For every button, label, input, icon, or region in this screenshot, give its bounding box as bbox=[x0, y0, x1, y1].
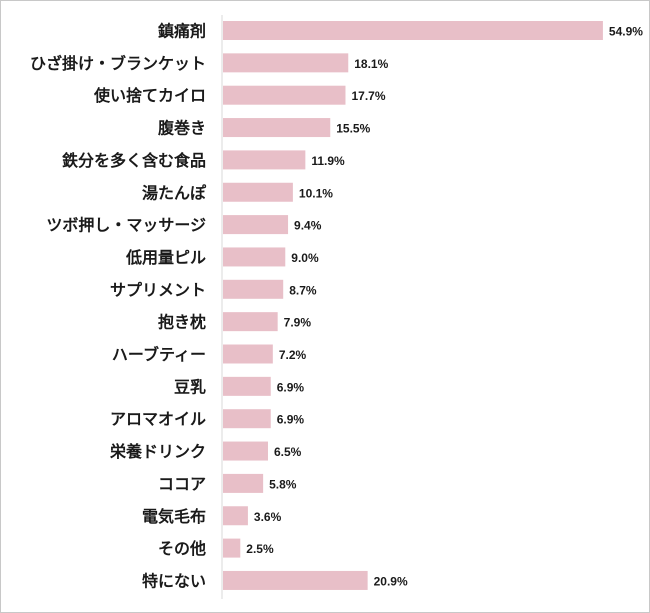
bar-12 bbox=[223, 409, 271, 429]
bar-6 bbox=[223, 215, 289, 235]
category-label-0: 鎮痛剤 bbox=[158, 22, 206, 41]
category-label-12: アロマオイル bbox=[110, 410, 206, 429]
value-label-7: 9.0% bbox=[291, 251, 319, 265]
category-label-8: サプリメント bbox=[110, 280, 206, 299]
value-label-8: 8.7% bbox=[289, 283, 317, 297]
bar-11 bbox=[223, 376, 271, 396]
bar-7 bbox=[223, 247, 286, 267]
category-label-4: 鉄分を多く含む食品 bbox=[62, 151, 206, 170]
bar-17 bbox=[223, 570, 368, 590]
category-label-10: ハーブティー bbox=[112, 345, 206, 364]
bars-layer bbox=[223, 21, 603, 590]
category-label-13: 栄養ドリンク bbox=[109, 442, 206, 461]
bar-10 bbox=[223, 344, 273, 364]
bar-4 bbox=[223, 150, 306, 170]
value-label-9: 7.9% bbox=[284, 316, 312, 330]
value-label-1: 18.1% bbox=[354, 57, 388, 71]
value-label-5: 10.1% bbox=[299, 186, 333, 200]
category-label-7: 低用量ピル bbox=[125, 248, 206, 267]
value-label-6: 9.4% bbox=[294, 219, 322, 233]
value-label-15: 3.6% bbox=[254, 510, 282, 524]
bar-8 bbox=[223, 279, 284, 299]
value-label-2: 17.7% bbox=[351, 89, 385, 103]
category-label-15: 電気毛布 bbox=[142, 507, 206, 526]
category-label-14: ココア bbox=[158, 474, 206, 493]
category-label-16: その他 bbox=[158, 539, 206, 558]
category-label-1: ひざ掛け・ブランケット bbox=[30, 54, 206, 73]
bar-15 bbox=[223, 506, 248, 526]
value-label-10: 7.2% bbox=[279, 348, 307, 362]
bar-3 bbox=[223, 118, 331, 138]
bar-13 bbox=[223, 441, 268, 461]
value-label-12: 6.9% bbox=[277, 413, 305, 427]
category-label-3: 腹巻き bbox=[158, 119, 206, 138]
bar-5 bbox=[223, 182, 293, 202]
category-label-11: 豆乳 bbox=[174, 377, 206, 396]
bar-1 bbox=[223, 53, 349, 73]
bar-0 bbox=[223, 21, 603, 40]
bar-9 bbox=[223, 312, 278, 332]
value-label-3: 15.5% bbox=[336, 122, 370, 136]
category-labels: 鎮痛剤ひざ掛け・ブランケット使い捨てカイロ腹巻き鉄分を多く含む食品湯たんぽツボ押… bbox=[30, 22, 207, 591]
category-label-2: 使い捨てカイロ bbox=[93, 86, 206, 105]
bar-14 bbox=[223, 473, 264, 493]
value-label-4: 11.9% bbox=[311, 154, 345, 168]
value-label-13: 6.5% bbox=[274, 445, 302, 459]
value-label-0: 54.9% bbox=[609, 25, 643, 39]
category-label-9: 抱き枕 bbox=[158, 313, 206, 332]
value-label-16: 2.5% bbox=[246, 542, 274, 556]
category-label-6: ツボ押し・マッサージ bbox=[46, 216, 206, 235]
bar-2 bbox=[223, 85, 346, 105]
category-label-17: 特にない bbox=[142, 571, 206, 590]
category-label-5: 湯たんぽ bbox=[142, 183, 207, 202]
value-labels: 54.9% 18.1% 17.7% 15.5% 11.9% 10.1% 9.4% 9.0% 8.… bbox=[246, 25, 643, 589]
bar-16 bbox=[223, 538, 241, 558]
value-label-17: 20.9% bbox=[374, 574, 408, 588]
value-label-11: 6.9% bbox=[277, 380, 305, 394]
value-label-14: 5.8% bbox=[269, 477, 297, 491]
